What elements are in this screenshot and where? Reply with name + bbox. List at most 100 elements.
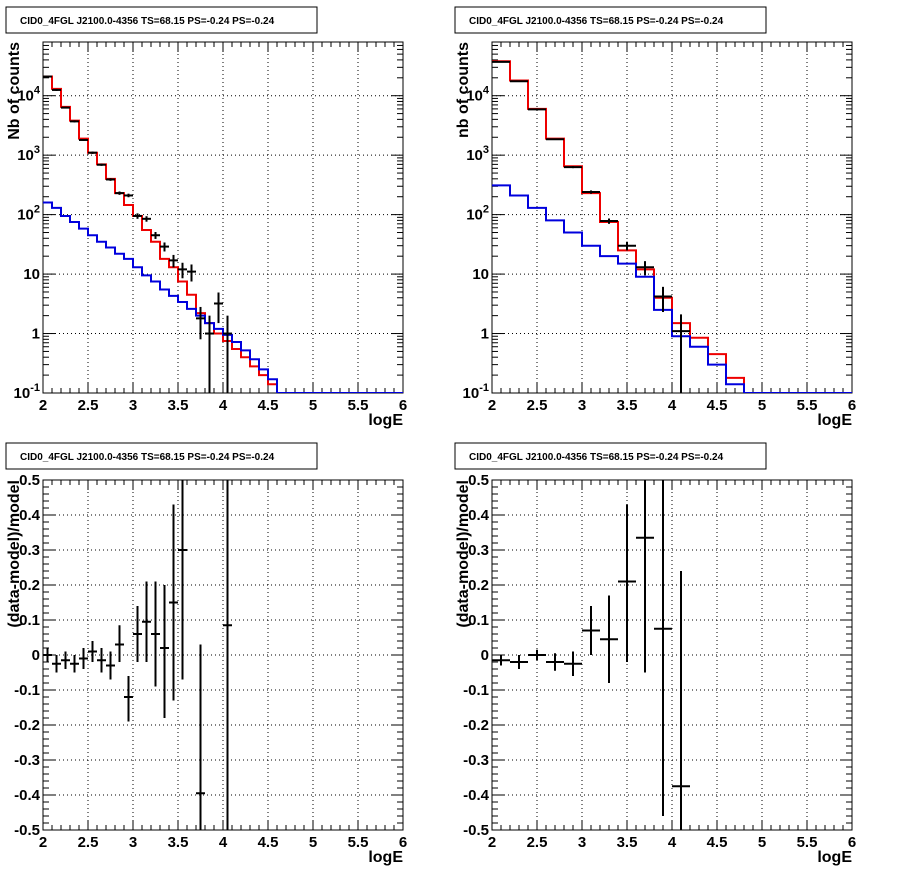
y-tick-label: 0 [481, 647, 489, 664]
y-tick-label: -0.1 [14, 682, 40, 699]
x-tick-label: 4.5 [258, 397, 279, 414]
x-tick-label: 2 [39, 834, 47, 851]
y-tick-label: 102 [466, 204, 489, 224]
x-tick-label: 2 [39, 397, 47, 414]
y-tick-label: 10 [23, 266, 40, 283]
data-point [52, 655, 61, 673]
x-tick-label: 6 [399, 397, 407, 414]
y-axis-label: Nb of counts [6, 42, 23, 140]
y-tick-label: 1 [481, 326, 489, 343]
y-tick-label: 1 [32, 326, 40, 343]
y-tick-label: -0.4 [463, 787, 490, 804]
data-point [124, 193, 133, 198]
data-point [106, 178, 115, 181]
title-box [5, 442, 318, 470]
y-tick-label: 10 [472, 266, 489, 283]
y-tick-label: 0.2 [468, 577, 489, 594]
data-point [196, 306, 205, 340]
data-point [528, 649, 546, 661]
data-point [492, 60, 510, 63]
x-tick-label: 3 [129, 397, 137, 414]
y-axis-label: (data-model)/model [455, 480, 472, 628]
data-point [106, 651, 115, 680]
y-tick-label: -0.4 [14, 787, 41, 804]
x-tick-label: 4 [668, 397, 677, 414]
data-point [61, 106, 70, 109]
x-tick-label: 2 [488, 834, 496, 851]
x-tick-label: 3.5 [617, 397, 638, 414]
data-point [115, 625, 124, 662]
y-tick-label: 0.3 [19, 542, 40, 559]
data-point [510, 655, 528, 669]
y-tick-label: 104 [17, 85, 41, 105]
data-point [492, 655, 510, 666]
plot-data [43, 480, 232, 830]
y-tick-label: -0.5 [463, 822, 489, 839]
data-point [618, 504, 636, 662]
data-point [151, 232, 160, 239]
x-tick-label: 5 [758, 834, 766, 851]
y-axis-label: nb of counts [455, 42, 472, 138]
x-axis-label: logE [368, 412, 403, 429]
plot-data [43, 75, 403, 393]
y-tick-label: -0.5 [14, 822, 40, 839]
y-tick-label: 0.3 [468, 542, 489, 559]
y-tick-label: 0.1 [468, 612, 489, 629]
title-box [454, 6, 767, 34]
data-point [205, 315, 214, 393]
data-point [79, 648, 88, 669]
chart-title: CID0_4FGL J2100.0-4356 TS=68.15 PS=-0.24… [20, 452, 275, 463]
data-point [600, 218, 618, 224]
x-tick-label: 4 [668, 834, 677, 851]
y-tick-label: 10-1 [14, 382, 40, 402]
y-tick-label: 10-1 [463, 382, 489, 402]
data-point [564, 166, 582, 169]
x-tick-label: 4 [219, 834, 228, 851]
x-tick-label: 5.5 [797, 397, 818, 414]
chart-panel-2: 2 2.5 3 3.5 4 4.5 5 5.5 6 10-1 1 10 102 103 104 logE nb … [454, 6, 856, 429]
x-tick-label: 2.5 [527, 834, 548, 851]
plot-data [492, 60, 852, 393]
data-point [151, 581, 160, 687]
data-point [88, 151, 97, 154]
data-point [196, 644, 205, 830]
y-tick-label: -0.2 [463, 717, 489, 734]
data-point [672, 571, 690, 830]
data-point [52, 88, 61, 91]
data-point [133, 606, 142, 662]
x-tick-label: 3 [129, 834, 137, 851]
data-point [223, 315, 232, 393]
data-point [636, 261, 654, 276]
y-tick-label: 103 [17, 144, 40, 164]
y-tick-label: 104 [466, 85, 490, 105]
data-point [672, 314, 690, 393]
data-point [79, 138, 88, 142]
y-tick-label: 0.2 [19, 577, 40, 594]
y-tick-label: 103 [466, 144, 489, 164]
x-tick-label: 4.5 [707, 834, 728, 851]
y-tick-label: -0.1 [463, 682, 489, 699]
data-point [97, 163, 106, 166]
x-tick-label: 3 [578, 834, 586, 851]
x-tick-label: 3.5 [168, 397, 189, 414]
data-point [510, 80, 528, 83]
data-point [43, 648, 52, 662]
x-tick-label: 4.5 [707, 397, 728, 414]
data-point [124, 676, 133, 722]
y-tick-label: 0.5 [19, 472, 40, 489]
data-point [636, 480, 654, 673]
data-point [142, 581, 151, 662]
x-tick-label: 5.5 [797, 834, 818, 851]
data-point [160, 242, 169, 252]
y-tick-label: 0 [32, 647, 40, 664]
data-point [169, 254, 178, 268]
data-point [654, 480, 672, 816]
x-tick-label: 6 [399, 834, 407, 851]
data-point [133, 213, 142, 219]
y-tick-label: -0.3 [463, 752, 489, 769]
histogram-series-2 [492, 184, 852, 393]
data-point [546, 138, 564, 141]
histogram-series-2 [43, 201, 403, 393]
y-tick-label: 102 [17, 204, 40, 224]
